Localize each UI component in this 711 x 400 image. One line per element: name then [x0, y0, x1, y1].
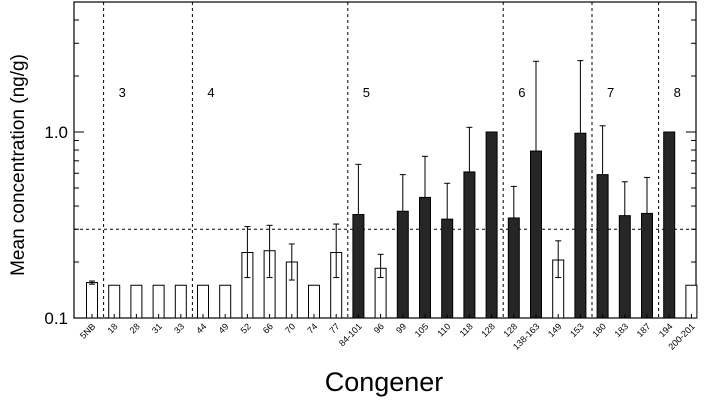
x-tick-label: 5NB: [78, 321, 97, 340]
bar: [618, 215, 631, 319]
x-tick-label: 110: [435, 321, 452, 338]
bar: [396, 210, 409, 319]
bar: [441, 218, 454, 319]
bar: [352, 214, 365, 319]
bar: [130, 284, 143, 319]
bar: [219, 284, 232, 319]
bar: [108, 284, 121, 319]
group-label: 5: [363, 85, 370, 100]
x-tick-label: 128: [502, 321, 520, 339]
x-tick-label: 180: [590, 321, 608, 339]
x-tick-label: 70: [283, 321, 297, 335]
x-axis-title: Congener: [325, 367, 444, 397]
bar: [197, 284, 209, 319]
bar: [507, 217, 520, 319]
bar: [463, 171, 476, 319]
plot-layer: 0.1 1.0 3 4 5 6 7 8 5NB 18 28 31 33 44 49 52 66 70 74 7784-…: [44, 1, 698, 352]
x-tick-label: 153: [568, 321, 586, 339]
x-tick-label: 183: [613, 321, 631, 339]
x-tick-label: 77: [327, 321, 341, 335]
x-tick-label: 149: [546, 321, 564, 339]
x-tick-label: 187: [635, 321, 653, 339]
bar: [419, 196, 431, 319]
bar: [685, 284, 698, 319]
bar: [152, 284, 165, 319]
x-tick-label: 28: [128, 321, 142, 335]
bar: [530, 150, 542, 319]
bar: [641, 212, 653, 319]
x-tick-label: 74: [305, 321, 319, 335]
x-tick-label: 52: [239, 321, 253, 335]
x-tick-label: 96: [372, 321, 386, 335]
x-tick-label: 105: [413, 321, 431, 339]
y-axis-title: Mean concentration (ng/g): [8, 54, 29, 276]
group-label: 3: [119, 85, 126, 100]
x-tick-label: 118: [458, 321, 475, 338]
x-tick-label: 44: [194, 321, 208, 335]
group-label: 7: [607, 85, 614, 100]
group-label: 4: [207, 85, 214, 100]
group-label: 8: [674, 85, 681, 100]
y-tick-label: 1.0: [44, 123, 68, 142]
x-tick-label: 194: [657, 321, 675, 339]
x-tick-label: 128: [479, 321, 497, 339]
bar: [596, 174, 609, 319]
x-tick-label: 66: [261, 321, 275, 335]
bar: [86, 282, 98, 319]
bar: [174, 284, 187, 319]
y-tick-label: 0.1: [44, 309, 68, 328]
x-tick-label: 49: [216, 321, 230, 335]
group-label: 6: [518, 85, 525, 100]
bar: [485, 131, 498, 319]
x-tick-label: 18: [105, 321, 119, 335]
x-tick-label: 99: [394, 321, 408, 335]
x-tick-label: 33: [172, 321, 186, 335]
bar: [574, 132, 587, 319]
x-tick-label: 84-101: [337, 321, 364, 348]
x-tick-label: 31: [150, 321, 164, 335]
bar: [308, 284, 320, 319]
bar: [663, 131, 676, 319]
